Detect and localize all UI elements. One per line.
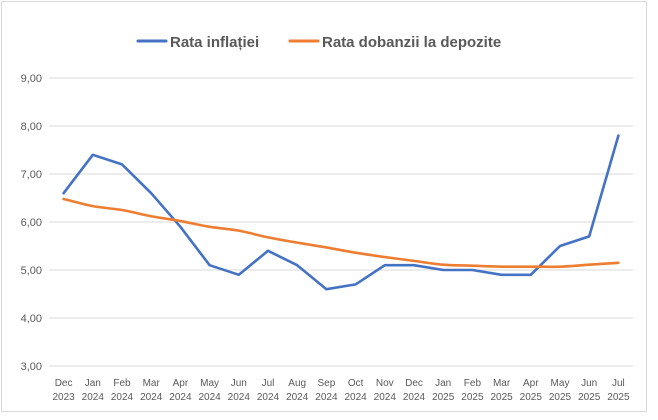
x-tick-month: Dec bbox=[55, 378, 73, 389]
x-tick-month: Feb bbox=[113, 378, 131, 389]
x-tick-year: 2025 bbox=[490, 392, 513, 403]
x-tick-year: 2025 bbox=[461, 392, 484, 403]
line-chart: Rata inflației Rata dobanzii la depozite… bbox=[21, 34, 633, 403]
x-tick-year: 2024 bbox=[169, 392, 192, 403]
x-tick-year: 2024 bbox=[111, 392, 134, 403]
y-tick-label: 9,00 bbox=[21, 73, 42, 85]
x-tick-year: 2024 bbox=[403, 392, 426, 403]
x-tick-year: 2024 bbox=[374, 392, 397, 403]
y-tick-label: 7,00 bbox=[21, 169, 42, 181]
x-tick-year: 2025 bbox=[549, 392, 572, 403]
x-tick-month: Jan bbox=[435, 378, 451, 389]
series-line-inflation bbox=[62, 134, 620, 291]
x-tick-month: May bbox=[200, 378, 219, 389]
x-tick-month: Aug bbox=[288, 378, 306, 389]
x-axis-ticks: Dec 2023 Jan 2024 Feb 2024 Mar 2024 Apr 2024 May 20… bbox=[52, 378, 629, 403]
x-tick-year: 2025 bbox=[520, 392, 543, 403]
x-tick-month: Oct bbox=[348, 378, 364, 389]
x-tick-year: 2024 bbox=[257, 392, 280, 403]
x-tick-month: Feb bbox=[464, 378, 482, 389]
x-tick-month: Apr bbox=[523, 378, 539, 389]
series-lines bbox=[62, 134, 620, 291]
y-tick-label: 8,00 bbox=[21, 121, 42, 133]
x-tick-month: Jul bbox=[612, 378, 625, 389]
x-tick-month: Sep bbox=[318, 378, 336, 389]
x-tick-year: 2023 bbox=[52, 392, 75, 403]
x-tick-year: 2024 bbox=[315, 392, 338, 403]
x-tick-month: Mar bbox=[493, 378, 511, 389]
y-tick-label: 3,00 bbox=[21, 361, 42, 373]
legend: Rata inflației Rata dobanzii la depozite bbox=[136, 34, 501, 51]
gridlines bbox=[49, 77, 633, 367]
x-tick-month: Mar bbox=[143, 378, 161, 389]
y-axis-ticks: 3,00 4,00 5,00 6,00 7,00 8,00 9,00 bbox=[21, 73, 42, 373]
y-tick-label: 6,00 bbox=[21, 217, 42, 229]
x-tick-year: 2024 bbox=[82, 392, 105, 403]
x-tick-month: May bbox=[551, 378, 570, 389]
x-tick-month: Jun bbox=[231, 378, 247, 389]
x-tick-year: 2025 bbox=[432, 392, 455, 403]
x-tick-year: 2024 bbox=[228, 392, 251, 403]
chart-area: Rata inflației Rata dobanzii la depozite… bbox=[1, 1, 647, 412]
x-tick-year: 2024 bbox=[344, 392, 367, 403]
y-tick-label: 4,00 bbox=[21, 313, 42, 325]
x-tick-month: Jul bbox=[262, 378, 275, 389]
x-tick-month: Dec bbox=[405, 378, 423, 389]
x-tick-year: 2024 bbox=[140, 392, 163, 403]
x-tick-month: Nov bbox=[376, 378, 394, 389]
legend-label-inflation: Rata inflației bbox=[170, 34, 259, 51]
x-tick-year: 2024 bbox=[198, 392, 221, 403]
x-tick-month: Jan bbox=[85, 378, 101, 389]
x-tick-month: Jun bbox=[581, 378, 597, 389]
y-tick-label: 5,00 bbox=[21, 265, 42, 277]
x-tick-year: 2024 bbox=[286, 392, 309, 403]
x-tick-year: 2025 bbox=[607, 392, 630, 403]
x-tick-year: 2025 bbox=[578, 392, 601, 403]
legend-label-deposit-rate: Rata dobanzii la depozite bbox=[322, 34, 501, 51]
x-tick-month: Apr bbox=[173, 378, 189, 389]
series-line-deposit-rate bbox=[62, 197, 620, 269]
